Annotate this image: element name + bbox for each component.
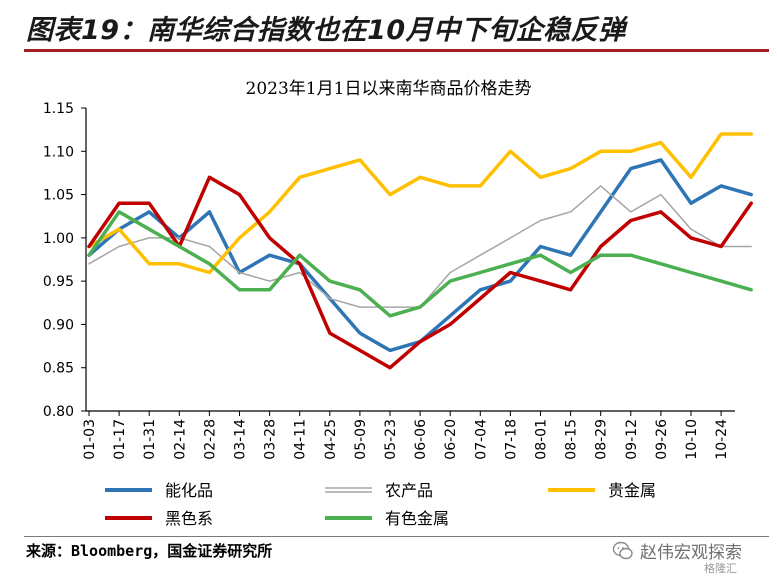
x-tick-label: 08-01 xyxy=(534,419,550,460)
watermark-text: 赵伟宏观探索 xyxy=(640,543,742,563)
series-line-3 xyxy=(87,175,753,370)
series-line-4 xyxy=(87,210,753,318)
figure-title: 图表19：南华综合指数也在10月中下旬企稳反弹 xyxy=(26,15,626,46)
x-tick-label: 02-14 xyxy=(172,419,188,460)
legend-label: 有色金属 xyxy=(385,509,449,528)
x-tick-label: 01-17 xyxy=(112,419,128,460)
y-tick-label: 0.80 xyxy=(43,404,74,420)
series-line-1 xyxy=(88,185,752,308)
line-chart: 0.80 0.85 0.90 0.95 1.00 1.05 1.10 1.15 01-03 01-… xyxy=(43,101,753,528)
x-tick-label: 05-23 xyxy=(383,419,399,460)
x-tick-label: 08-15 xyxy=(564,419,580,460)
chart-title: 2023年1月1日以来南华商品价格走势 xyxy=(245,79,532,99)
y-tick-label: 0.85 xyxy=(43,361,74,377)
x-tick-label: 07-18 xyxy=(503,419,519,460)
x-tick-label: 02-28 xyxy=(202,419,218,460)
source-note: 来源：Bloomberg，国金证券研究所 xyxy=(26,542,273,560)
title-rule xyxy=(24,49,769,52)
y-tick-label: 0.90 xyxy=(43,317,74,333)
wechat-icon xyxy=(612,541,633,560)
watermark: 赵伟宏观探索 格隆汇 xyxy=(612,536,772,576)
x-tick-label: 03-28 xyxy=(263,419,279,460)
legend-label: 黑色系 xyxy=(165,509,213,528)
legend-label: 贵金属 xyxy=(608,481,656,500)
x-tick-label: 01-31 xyxy=(142,419,158,460)
y-tick-label: 1.10 xyxy=(43,144,74,160)
source-rule xyxy=(24,536,769,537)
x-tick-label: 06-20 xyxy=(443,419,459,460)
series-line-0 xyxy=(87,158,753,353)
x-tick-label: 04-25 xyxy=(323,419,339,460)
y-tick-label: 1.00 xyxy=(43,231,74,247)
x-tick-label: 10-24 xyxy=(714,419,730,460)
x-tick-label: 01-03 xyxy=(82,419,98,460)
x-tick-label: 07-04 xyxy=(473,419,489,460)
y-tick-label: 1.15 xyxy=(43,101,74,117)
y-tick-label: 0.95 xyxy=(43,274,74,290)
x-tick-label: 09-26 xyxy=(654,419,670,460)
legend-label: 能化品 xyxy=(165,481,213,500)
x-tick-label: 09-12 xyxy=(624,419,640,460)
legend-label: 农产品 xyxy=(385,481,433,500)
x-tick-label: 04-11 xyxy=(293,419,309,460)
x-tick-label: 08-29 xyxy=(594,419,610,460)
y-tick-label: 1.05 xyxy=(43,188,74,204)
x-tick-label: 03-14 xyxy=(233,419,249,460)
x-tick-label: 06-06 xyxy=(413,419,429,460)
series-line-2 xyxy=(87,132,753,275)
x-tick-label: 05-09 xyxy=(353,419,369,460)
watermark-sub: 格隆汇 xyxy=(704,562,737,575)
figure-header: 图表19：南华综合指数也在10月中下旬企稳反弹 xyxy=(0,0,777,52)
x-tick-label: 10-10 xyxy=(684,419,700,460)
